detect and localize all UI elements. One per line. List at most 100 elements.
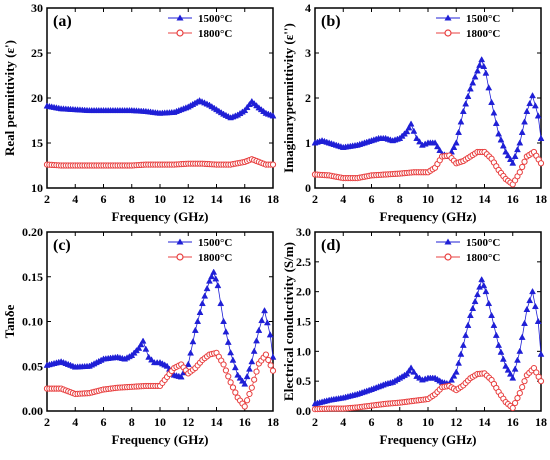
x-tick-label: 8 [397, 192, 403, 206]
data-point [471, 297, 479, 305]
data-point [492, 331, 500, 338]
x-tick-label: 14 [479, 415, 491, 429]
data-point [246, 365, 253, 372]
series-1800 [43, 349, 277, 410]
x-tick-label: 18 [535, 415, 547, 429]
panel-label: (a) [53, 13, 72, 30]
data-point [537, 378, 545, 385]
data-point [220, 317, 227, 324]
data-point [516, 139, 524, 146]
data-point [253, 337, 260, 344]
data-point [405, 124, 413, 131]
legend: 1500°C 1800°C [436, 13, 500, 40]
y-tick-label: 0.20 [22, 225, 43, 239]
data-point [225, 373, 232, 380]
data-point [490, 321, 498, 328]
data-point [450, 143, 458, 150]
data-point [431, 139, 439, 146]
x-tick-label: 16 [507, 192, 519, 206]
data-point [265, 356, 272, 364]
series-1500 [311, 276, 545, 407]
x-tick-label: 10 [422, 192, 434, 206]
data-point [464, 92, 472, 99]
data-point [512, 399, 519, 407]
data-point [250, 347, 258, 354]
data-point [464, 321, 472, 328]
y-tick-label: 0 [305, 181, 311, 195]
y-tick-label: 0.5 [296, 374, 311, 388]
y-tick-label: 3 [305, 46, 311, 60]
data-point [529, 92, 536, 99]
series-1500 [43, 268, 277, 387]
x-tick-label: 4 [340, 415, 346, 429]
y-tick-label: 2.0 [296, 285, 311, 299]
data-point [488, 98, 495, 105]
data-point [480, 62, 488, 69]
y-tick-label: 1 [305, 136, 311, 150]
x-tick-label: 10 [422, 415, 434, 429]
data-point [255, 326, 263, 333]
legend: 1500°C 1800°C [436, 237, 500, 264]
series-1800 [311, 148, 545, 188]
data-point [509, 159, 517, 166]
series-1500 [311, 56, 545, 166]
data-point [466, 311, 474, 318]
data-point [523, 107, 531, 114]
y-tick-label: 1.5 [296, 315, 311, 329]
legend-label: 1500°C [198, 237, 232, 249]
data-point [450, 372, 458, 379]
data-point [246, 390, 253, 398]
x-tick-label: 12 [182, 192, 194, 206]
data-point [459, 341, 467, 348]
x-tick-label: 2 [44, 192, 50, 206]
y-tick-label: 4 [305, 1, 311, 15]
data-point [258, 316, 266, 324]
data-point [455, 359, 463, 366]
x-tick-label: 6 [101, 415, 107, 429]
data-point [459, 107, 467, 114]
panel-c: 2 4 6 8 10 12 14 16 18 0.00 0.05 0.10 0.15 0.20 Freque… [2, 225, 279, 447]
x-tick-label: 4 [72, 415, 78, 429]
data-point [511, 152, 519, 159]
y-tick-label: 25 [31, 46, 43, 60]
data-point [469, 304, 477, 312]
x-tick-label: 6 [369, 192, 375, 206]
data-point [448, 376, 455, 383]
y-tick-label: 20 [31, 91, 43, 105]
data-point [403, 128, 411, 135]
legend-circle-icon [444, 29, 452, 37]
data-point [499, 355, 507, 362]
data-point [248, 358, 256, 365]
data-point [504, 152, 512, 159]
x-tick-label: 12 [450, 415, 462, 429]
data-point [462, 100, 470, 107]
data-point [251, 376, 258, 383]
data-point [509, 404, 516, 412]
data-point [220, 361, 227, 368]
data-point [266, 331, 274, 338]
x-axis-title: Frequency (GHz) [380, 432, 477, 447]
data-point [410, 368, 418, 375]
data-point [452, 368, 460, 375]
data-point [246, 100, 253, 108]
y-tick-label: 30 [31, 1, 43, 15]
data-point [208, 273, 215, 280]
data-point [495, 341, 503, 348]
data-point [518, 333, 526, 340]
data-point [506, 370, 514, 377]
data-point [137, 341, 145, 348]
data-point [407, 364, 415, 371]
data-point [516, 169, 523, 176]
data-point [519, 163, 526, 171]
data-point [413, 134, 421, 141]
x-tick-label: 2 [312, 415, 318, 429]
legend-label: 1500°C [466, 13, 500, 25]
x-tick-label: 14 [479, 192, 491, 206]
x-tick-label: 18 [535, 192, 547, 206]
panel-label: (b) [321, 13, 341, 30]
data-point [196, 308, 204, 315]
legend: 1500°C 1800°C [168, 237, 232, 264]
data-point [452, 139, 460, 146]
data-point [502, 362, 510, 369]
data-point [262, 351, 270, 358]
